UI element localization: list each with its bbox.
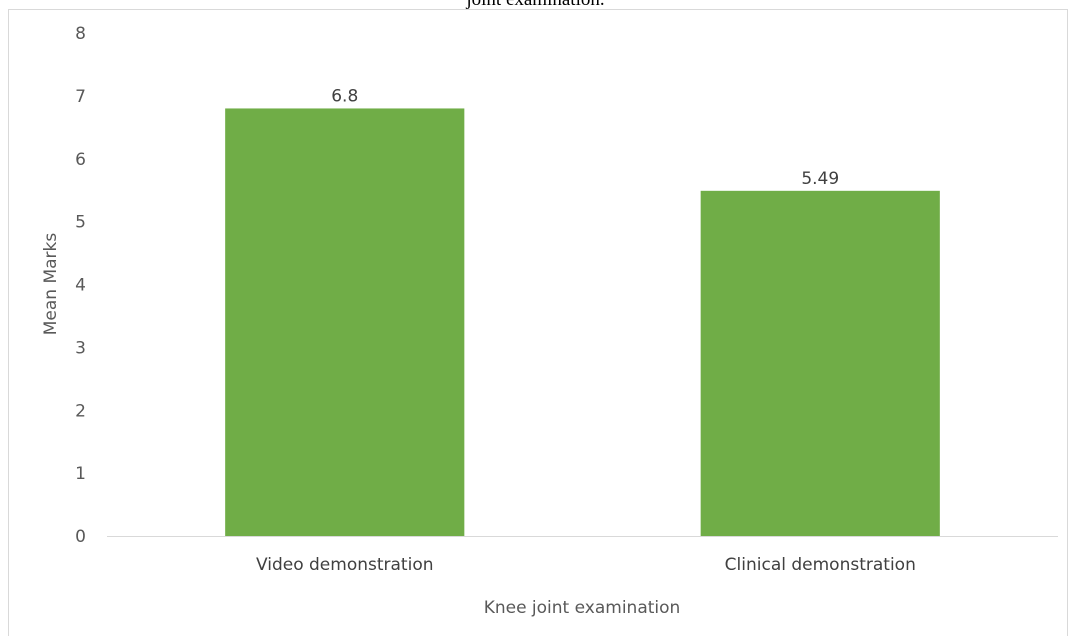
figure-caption-fragment: joint examination. (0, 0, 1071, 11)
x-axis-title: Knee joint examination (484, 598, 681, 618)
y-tick-label: 6 (75, 150, 86, 170)
y-tick-label: 4 (75, 276, 86, 296)
y-tick-label: 2 (75, 401, 86, 421)
y-tick-label: 1 (75, 464, 86, 484)
bar (225, 108, 465, 536)
y-tick-label: 8 (75, 24, 86, 44)
y-axis-title: Mean Marks (41, 233, 61, 336)
y-tick-label: 0 (75, 527, 86, 547)
category-label: Video demonstration (256, 555, 434, 575)
bar (700, 190, 940, 536)
bar-value-label: 6.8 (331, 86, 358, 106)
category-labels: Video demonstration Clinical demonstratio… (256, 555, 916, 575)
y-tick-label: 7 (75, 87, 86, 107)
y-axis-ticks: 0 1 2 3 4 5 6 7 8 (75, 24, 86, 547)
y-tick-label: 3 (75, 338, 86, 358)
data-labels: 6.8 5.49 (331, 86, 839, 188)
category-label: Clinical demonstration (725, 555, 916, 575)
bar-value-label: 5.49 (801, 169, 839, 189)
y-tick-label: 5 (75, 213, 86, 233)
bars (225, 108, 940, 536)
